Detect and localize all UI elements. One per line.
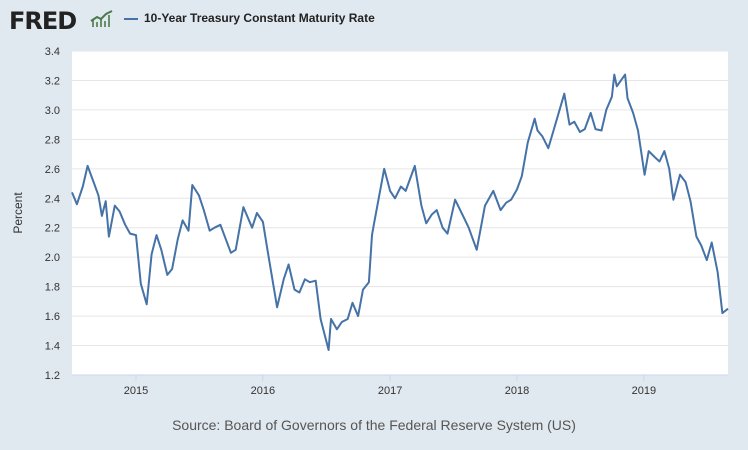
x-tick-label: 2018 bbox=[505, 385, 529, 397]
x-axis-ticks: 2015 2016 2017 2018 2019 bbox=[72, 374, 728, 397]
legend-swatch bbox=[124, 18, 138, 20]
y-tick-label: 1.2 bbox=[45, 370, 60, 382]
y-tick-label: 3.2 bbox=[45, 75, 60, 87]
y-tick-label: 1.6 bbox=[45, 311, 60, 323]
fred-logo[interactable]: FRED bbox=[9, 7, 77, 35]
x-tick-label: 2017 bbox=[378, 385, 402, 397]
y-tick-label: 1.8 bbox=[45, 282, 60, 294]
y-tick-label: 2.2 bbox=[45, 223, 60, 235]
y-tick-label: 3.0 bbox=[45, 105, 60, 117]
source-note: Source: Board of Governors of the Federa… bbox=[172, 417, 576, 433]
y-axis-label: Percent bbox=[11, 192, 25, 234]
line-chart: 1.2 1.4 1.6 1.8 2.0 2.2 2.4 2.6 2.8 3.0 3.2 3.4 201… bbox=[11, 46, 729, 397]
graph-header: FRED 10-Year Treasury Constant Maturity … bbox=[0, 0, 748, 40]
y-tick-label: 3.4 bbox=[45, 46, 60, 58]
x-tick-label: 2019 bbox=[632, 385, 656, 397]
y-tick-label: 2.6 bbox=[45, 164, 60, 176]
y-tick-label: 2.0 bbox=[45, 252, 60, 264]
x-tick-label: 2016 bbox=[251, 385, 275, 397]
series-line[interactable] bbox=[71, 73, 729, 351]
y-tick-label: 2.8 bbox=[45, 134, 60, 146]
y-tick-label: 2.4 bbox=[45, 193, 60, 205]
series-group bbox=[71, 73, 729, 351]
plot-area bbox=[72, 51, 728, 375]
chart-trend-icon bbox=[90, 9, 114, 29]
legend-label[interactable]: 10-Year Treasury Constant Maturity Rate bbox=[144, 11, 375, 25]
y-tick-label: 1.4 bbox=[45, 341, 60, 353]
y-axis-ticks: 1.2 1.4 1.6 1.8 2.0 2.2 2.4 2.6 2.8 3.0 3.2 3.4 bbox=[45, 46, 60, 382]
x-tick-label: 2015 bbox=[124, 385, 148, 397]
